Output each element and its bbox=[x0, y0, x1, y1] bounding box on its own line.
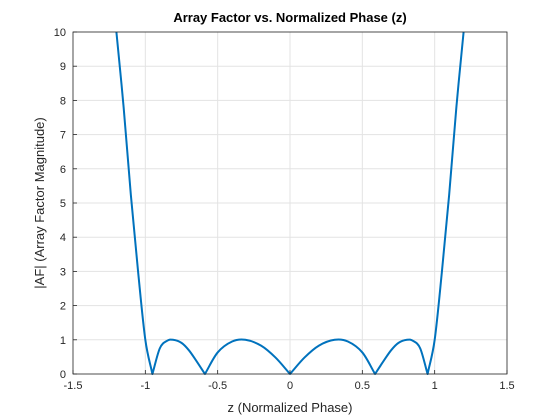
x-tick-label: -0.5 bbox=[208, 380, 227, 392]
y-tick-label: 1 bbox=[60, 335, 66, 347]
y-tick-label: 3 bbox=[60, 266, 66, 278]
y-tick-label: 6 bbox=[60, 164, 66, 176]
x-tick-label: 0 bbox=[287, 380, 293, 392]
y-tick-label: 9 bbox=[60, 61, 66, 73]
y-tick-label: 8 bbox=[60, 95, 66, 107]
y-tick-label: 5 bbox=[60, 198, 66, 210]
x-tick-label: 0.5 bbox=[355, 380, 370, 392]
y-tick-label: 10 bbox=[54, 27, 66, 39]
y-axis-label: |AF| (Array Factor Magnitude) bbox=[32, 117, 47, 288]
y-tick-label: 2 bbox=[60, 301, 66, 313]
y-tick-label: 7 bbox=[60, 130, 66, 142]
x-tick-label: 1.5 bbox=[499, 380, 514, 392]
x-tick-label: -1 bbox=[140, 380, 150, 392]
chart-title: Array Factor vs. Normalized Phase (z) bbox=[173, 10, 406, 25]
y-tick-label: 4 bbox=[60, 232, 66, 244]
x-tick-label: -1.5 bbox=[64, 380, 83, 392]
x-tick-label: 1 bbox=[432, 380, 438, 392]
x-axis-label: z (Normalized Phase) bbox=[228, 400, 353, 415]
ticks: -1.5 -1 -0.5 0 0.5 1 1.5 0 1 2 3 4 5 6 7 8 9 10 bbox=[54, 27, 515, 392]
y-tick-label: 0 bbox=[60, 369, 66, 381]
